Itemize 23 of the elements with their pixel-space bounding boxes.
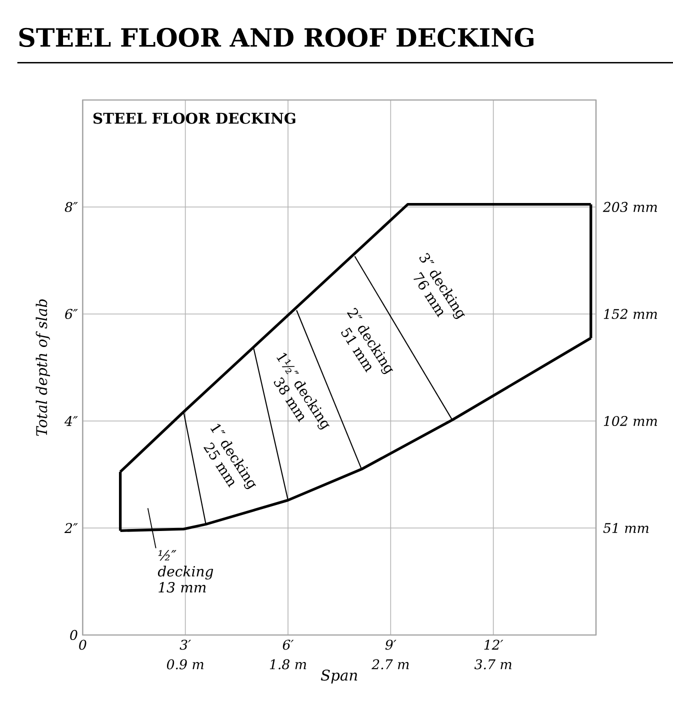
y2-tick-label: 203 mm	[602, 202, 657, 212]
x-tick-label: 12′	[484, 640, 504, 650]
text: STEEL FLOOR DECKING	[93, 112, 296, 124]
x2-tick-label: 2.7 m	[372, 659, 409, 670]
y2-tick-label: 51 mm	[603, 522, 648, 534]
y-axis-title: Total depth of slab	[36, 299, 50, 436]
x-tick-label: 3′	[180, 640, 192, 650]
y-tick-label: 4″	[64, 416, 78, 426]
x-tick-label: 6′	[282, 640, 294, 650]
chart-title: STEEL FLOOR AND ROOF DECKING	[19, 28, 534, 48]
x2-tick-label: 0.9 m	[166, 659, 204, 670]
x-tick-label: 0	[79, 640, 86, 650]
annotation: ½″ decking 13 mm	[158, 550, 214, 593]
y-tick-label: 8″	[64, 202, 78, 212]
x2-tick-label: 1.8 m	[270, 659, 306, 670]
y-tick-label: 2″	[64, 523, 78, 533]
y2-tick-label: 102 mm	[604, 416, 657, 426]
x2-tick-label: 3.7 m	[474, 659, 512, 670]
y2-tick-label: 152 mm	[604, 308, 657, 320]
x-tick-label: 9′	[385, 640, 396, 650]
y-tick-label: 0	[70, 630, 78, 640]
x-axis-title: Span	[320, 670, 358, 684]
y-tick-label: 6″	[65, 308, 78, 320]
